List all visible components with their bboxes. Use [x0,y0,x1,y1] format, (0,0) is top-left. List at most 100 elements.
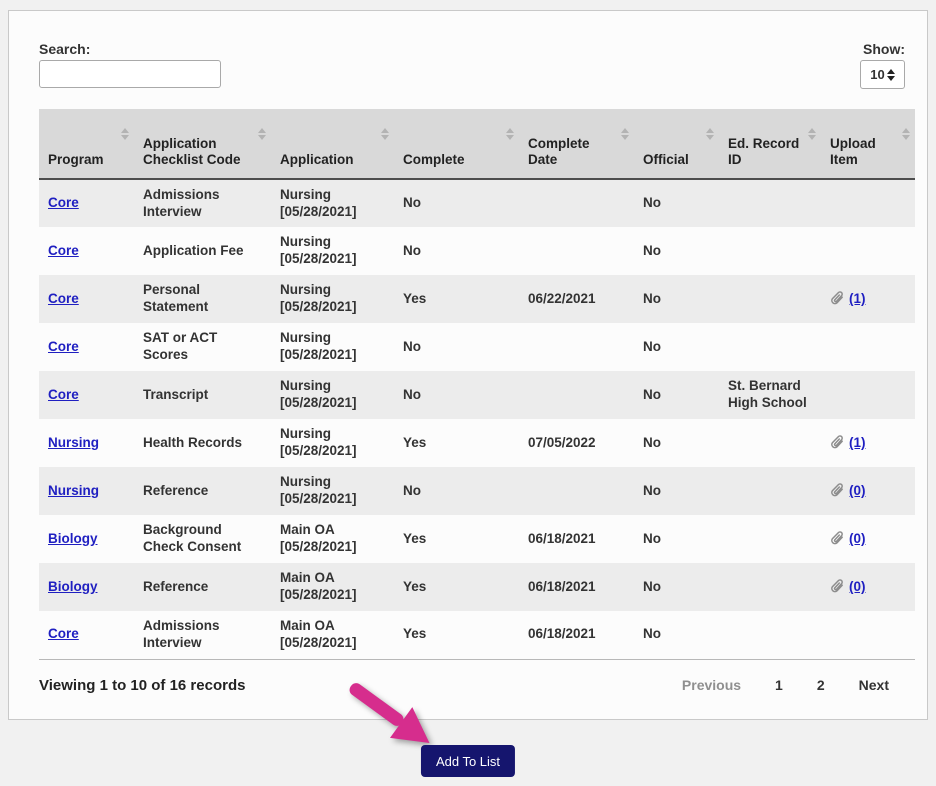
program-link[interactable]: Biology [48,531,98,546]
program-link[interactable]: Biology [48,579,98,594]
official-cell: No [634,371,719,419]
program-link[interactable]: Nursing [48,435,99,450]
table-row: NursingHealth RecordsNursing [05/28/2021… [39,419,915,467]
sort-icon [706,128,714,140]
checklist-table: Program Application Checklist Code Appli… [39,109,915,660]
table-cell: Core [39,323,134,371]
column-header-program[interactable]: Program [39,109,134,179]
records-panel: Search: Show: 10 Program Application Che… [8,10,928,720]
complete-cell: Yes [394,563,519,611]
upload-item-cell: (1) [821,419,915,467]
table-cell: Core [39,179,134,227]
complete-date-cell [519,323,634,371]
table-row: BiologyReferenceMain OA [05/28/2021]Yes0… [39,563,915,611]
program-link[interactable]: Core [48,339,79,354]
search-group: Search: [39,41,221,88]
column-header-upload-item[interactable]: Upload Item [821,109,915,179]
checklist-code-cell: Background Check Consent [134,515,271,563]
pagination: Previous 1 2 Next [682,677,889,693]
upload-count-link[interactable]: (0) [849,531,866,546]
official-cell: No [634,179,719,227]
complete-cell: Yes [394,611,519,659]
complete-date-cell [519,179,634,227]
program-link[interactable]: Nursing [48,483,99,498]
ed-record-id-cell [719,515,821,563]
upload-item-cell: (0) [821,515,915,563]
program-link[interactable]: Core [48,243,79,258]
paperclip-icon [830,530,845,546]
sort-icon [121,128,129,140]
pagination-next[interactable]: Next [859,677,889,693]
complete-date-cell [519,227,634,275]
complete-date-cell: 06/18/2021 [519,563,634,611]
official-cell: No [634,611,719,659]
official-cell: No [634,419,719,467]
official-cell: No [634,515,719,563]
show-group: Show: 10 [860,41,905,89]
checklist-code-cell: Personal Statement [134,275,271,323]
upload-count-link[interactable]: (0) [849,579,866,594]
table-row: NursingReferenceNursing [05/28/2021]NoNo… [39,467,915,515]
table-toolbar: Search: Show: 10 [9,11,927,109]
upload-count-link[interactable]: (1) [849,291,866,306]
application-cell: Nursing [05/28/2021] [271,371,394,419]
show-page-size-select[interactable]: 10 [860,60,905,89]
checklist-code-cell: SAT or ACT Scores [134,323,271,371]
ed-record-id-cell: St. Bernard High School [719,371,821,419]
program-link[interactable]: Core [48,195,79,210]
complete-cell: No [394,227,519,275]
pagination-page-2[interactable]: 2 [817,677,825,693]
sort-icon [902,128,910,140]
column-header-ed-record-id[interactable]: Ed. Record ID [719,109,821,179]
column-header-complete-date[interactable]: Complete Date [519,109,634,179]
checklist-code-cell: Admissions Interview [134,179,271,227]
ed-record-id-cell [719,611,821,659]
table-row: Core Admissions InterviewNursing [05/28/2… [39,179,915,227]
complete-date-cell: 06/18/2021 [519,515,634,563]
application-cell: Nursing [05/28/2021] [271,179,394,227]
table-cell: Biology [39,563,134,611]
official-cell: No [634,563,719,611]
search-label: Search: [39,41,221,57]
checklist-code-cell: Health Records [134,419,271,467]
official-cell: No [634,275,719,323]
complete-date-cell [519,467,634,515]
paperclip-icon [830,578,845,594]
official-cell: No [634,227,719,275]
upload-count-link[interactable]: (0) [849,483,866,498]
program-link[interactable]: Core [48,387,79,402]
column-header-complete[interactable]: Complete [394,109,519,179]
ed-record-id-cell [719,323,821,371]
program-link[interactable]: Core [48,291,79,306]
column-header-checklist-code[interactable]: Application Checklist Code [134,109,271,179]
complete-cell: No [394,323,519,371]
table-cell: Nursing [39,467,134,515]
pagination-previous[interactable]: Previous [682,677,741,693]
table-cell: Core [39,371,134,419]
show-label: Show: [860,41,905,57]
complete-cell: No [394,371,519,419]
upload-item-cell: (0) [821,467,915,515]
table-cell: Nursing [39,419,134,467]
upload-count-link[interactable]: (1) [849,435,866,450]
ed-record-id-cell [719,227,821,275]
checklist-code-cell: Reference [134,467,271,515]
column-header-application[interactable]: Application [271,109,394,179]
add-to-list-button[interactable]: Add To List [421,745,515,777]
table-row: CoreAdmissions InterviewMain OA [05/28/2… [39,611,915,659]
search-input[interactable] [39,60,221,88]
pagination-page-1[interactable]: 1 [775,677,783,693]
records-summary: Viewing 1 to 10 of 16 records [39,677,245,694]
table-row: CoreApplication FeeNursing [05/28/2021]N… [39,227,915,275]
column-header-official[interactable]: Official [634,109,719,179]
program-link[interactable]: Core [48,626,79,641]
checklist-code-cell: Reference [134,563,271,611]
table-cell: Biology [39,515,134,563]
table-row: CorePersonal StatementNursing [05/28/202… [39,275,915,323]
table-footer: Viewing 1 to 10 of 16 records Previous 1… [9,660,927,694]
complete-cell: No [394,179,519,227]
official-cell: No [634,323,719,371]
table-header: Program Application Checklist Code Appli… [39,109,915,179]
table-row: CoreTranscriptNursing [05/28/2021]NoNoSt… [39,371,915,419]
table-cell: Core [39,611,134,659]
